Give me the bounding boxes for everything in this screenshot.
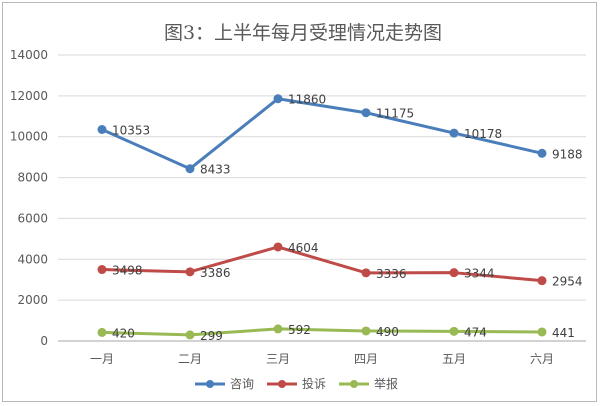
x-tick-label: 三月	[266, 352, 290, 366]
data-point	[449, 268, 459, 278]
data-label: 9188	[552, 147, 583, 161]
data-point	[449, 326, 459, 336]
y-tick-label: 14000	[10, 48, 48, 62]
y-tick-label: 6000	[17, 211, 48, 225]
legend-label: 咨询	[230, 376, 254, 391]
y-tick-label: 4000	[17, 252, 48, 266]
data-point	[273, 324, 283, 334]
legend-marker	[278, 380, 286, 388]
data-point	[185, 267, 195, 277]
x-tick-label: 六月	[530, 352, 554, 366]
data-label: 474	[464, 325, 487, 339]
series-group	[97, 94, 547, 340]
data-label: 8433	[200, 163, 231, 177]
chart-frame: 图3：上半年每月受理情况走势图 0 2000 4000 6000 8000 10000 12…	[2, 2, 597, 402]
data-point	[537, 148, 547, 158]
x-tick-label: 二月	[178, 352, 202, 366]
data-point	[273, 242, 283, 252]
legend-label: 投诉	[302, 376, 326, 391]
data-label: 4604	[288, 241, 319, 255]
data-point	[361, 268, 371, 278]
x-axis: 一月 二月 三月 四月 五月 六月	[90, 352, 554, 366]
data-label: 490	[376, 325, 399, 339]
data-point	[273, 94, 283, 104]
data-label: 3344	[464, 267, 495, 281]
data-point	[449, 128, 459, 138]
data-label: 3498	[112, 264, 143, 278]
data-point	[361, 326, 371, 336]
data-point	[537, 327, 547, 337]
y-tick-label: 10000	[10, 130, 48, 144]
legend: 咨询 投诉 举报	[195, 376, 398, 391]
series-line	[100, 245, 544, 283]
line-chart: 图3：上半年每月受理情况走势图 0 2000 4000 6000 8000 10000 12…	[10, 22, 586, 391]
data-label: 299	[200, 329, 223, 343]
x-tick-label: 五月	[442, 352, 466, 366]
data-point	[185, 164, 195, 174]
data-label: 11175	[376, 107, 414, 121]
data-point	[537, 276, 547, 286]
data-point	[185, 330, 195, 340]
data-point	[97, 327, 107, 337]
data-point	[97, 125, 107, 135]
data-label: 11860	[288, 93, 326, 107]
legend-marker	[350, 380, 358, 388]
x-tick-label: 四月	[354, 352, 378, 366]
y-tick-label: 2000	[17, 293, 48, 307]
data-point	[97, 265, 107, 275]
data-label: 441	[552, 326, 575, 340]
data-label: 10353	[112, 124, 150, 138]
y-tick-label: 12000	[10, 89, 48, 103]
data-labels: 10353 8433 11860 11175 10178 9188 3498 3386 4604…	[112, 93, 583, 343]
y-tick-label: 0	[40, 334, 48, 348]
legend-label: 举报	[374, 376, 398, 391]
data-label: 592	[288, 323, 311, 337]
y-axis: 0 2000 4000 6000 8000 10000 12000 14000	[10, 48, 48, 348]
data-label: 10178	[464, 127, 502, 141]
data-label: 3386	[200, 266, 231, 280]
legend-marker	[206, 380, 214, 388]
data-label: 3336	[376, 267, 407, 281]
series-line	[100, 327, 544, 337]
data-label: 2954	[552, 275, 583, 289]
y-tick-label: 8000	[17, 171, 48, 185]
series-line	[100, 97, 544, 171]
x-tick-label: 一月	[90, 352, 114, 366]
data-label: 420	[112, 326, 135, 340]
chart-title: 图3：上半年每月受理情况走势图	[164, 22, 442, 44]
data-point	[361, 108, 371, 118]
